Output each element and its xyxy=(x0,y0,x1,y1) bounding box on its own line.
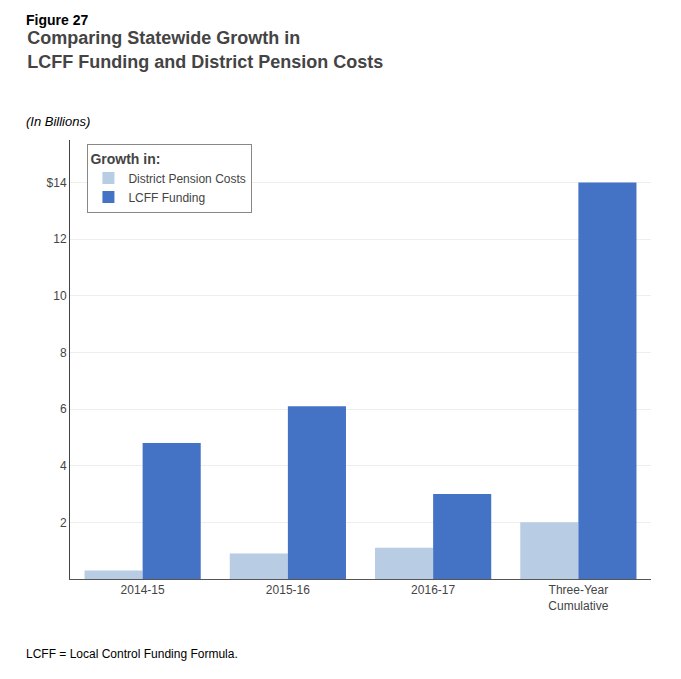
svg-text:(In Billions): (In Billions) xyxy=(26,114,90,129)
svg-text:10: 10 xyxy=(53,289,67,303)
svg-text:2014-15: 2014-15 xyxy=(121,583,165,597)
svg-text:$14: $14 xyxy=(47,176,67,190)
svg-text:Three-YearCumulative: Three-YearCumulative xyxy=(548,583,608,613)
svg-text:6: 6 xyxy=(60,402,67,416)
svg-text:2015-16: 2015-16 xyxy=(266,583,310,597)
svg-text:District Pension Costs: District Pension Costs xyxy=(128,172,245,186)
svg-text:2016-17: 2016-17 xyxy=(411,583,455,597)
svg-text:8: 8 xyxy=(60,346,67,360)
svg-text:LCFF Funding: LCFF Funding xyxy=(128,191,205,205)
svg-text:Growth in:: Growth in: xyxy=(90,151,160,167)
svg-text:12: 12 xyxy=(53,232,67,246)
svg-text:LCFF = Local Control Funding F: LCFF = Local Control Funding Formula. xyxy=(26,647,238,661)
svg-text:Comparing Statewide Growth inL: Comparing Statewide Growth inLCFF Fundin… xyxy=(27,28,383,71)
svg-text:2: 2 xyxy=(60,516,67,530)
svg-text:Figure 27: Figure 27 xyxy=(26,12,88,28)
svg-text:4: 4 xyxy=(60,459,67,473)
